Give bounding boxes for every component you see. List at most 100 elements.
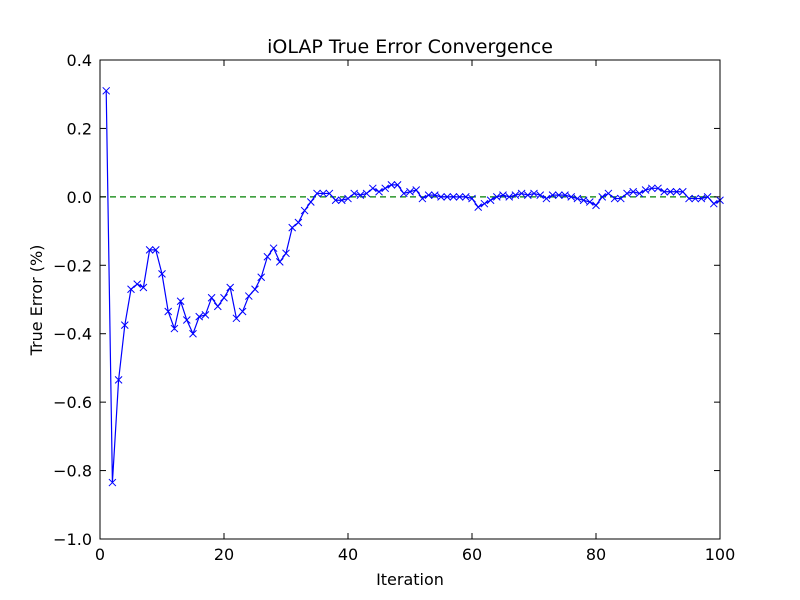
data-point [269, 244, 278, 253]
x-tick-label: 100 [705, 545, 736, 564]
plot-area [99, 59, 724, 540]
data-point [176, 297, 185, 306]
data-point [554, 191, 563, 199]
data-point [189, 329, 197, 338]
data-point [275, 258, 284, 266]
data-point [585, 198, 594, 206]
data-point [313, 189, 321, 198]
plot-frame [99, 59, 721, 540]
data-point [164, 307, 173, 316]
data-point [232, 314, 241, 323]
x-tick-label: 60 [462, 545, 482, 564]
data-point [461, 193, 470, 201]
data-point [511, 191, 520, 199]
data-point [114, 376, 123, 384]
data-point [406, 187, 414, 196]
series-line [105, 90, 721, 483]
data-point [468, 194, 476, 203]
data-point [530, 189, 538, 198]
data-point [300, 206, 309, 215]
data-point [561, 191, 569, 199]
y-tick-label: 0.0 [67, 188, 92, 207]
data-point [709, 199, 718, 208]
data-point [579, 196, 588, 205]
data-point [548, 191, 557, 199]
data-point [567, 193, 576, 201]
data-point [443, 193, 452, 201]
data-point [127, 285, 135, 294]
data-point [288, 223, 297, 232]
data-point [424, 191, 433, 199]
y-tick-label: −1.0 [53, 530, 92, 549]
x-axis: 0 20 40 60 80 100 [95, 60, 735, 564]
data-point [505, 193, 514, 201]
data-point [319, 189, 328, 198]
x-tick-label: 0 [95, 545, 105, 564]
data-point [282, 249, 290, 258]
data-point [213, 302, 222, 311]
x-tick-label: 80 [586, 545, 606, 564]
data-point [170, 324, 179, 333]
data-point [294, 218, 303, 227]
data-point [151, 246, 160, 254]
data-point [331, 196, 340, 205]
data-point [499, 191, 507, 199]
data-point [344, 194, 352, 203]
data-point [573, 194, 582, 203]
data-point [660, 187, 669, 196]
data-point [381, 184, 390, 193]
data-point [337, 196, 346, 205]
data-point [604, 189, 613, 198]
data-point [399, 189, 408, 198]
y-tick-label: 0.4 [67, 51, 92, 70]
data-point [257, 273, 266, 282]
data-point [455, 193, 464, 201]
data-point [220, 293, 228, 302]
data-point [598, 193, 607, 201]
data-point [368, 184, 377, 193]
data-point [635, 189, 644, 198]
data-point [492, 193, 501, 201]
x-axis-label: Iteration [376, 570, 444, 589]
y-tick-label: −0.4 [53, 325, 92, 344]
data-point [592, 201, 600, 210]
data-point [629, 187, 638, 196]
data-point [195, 312, 204, 321]
data-point [542, 194, 551, 203]
data-point [610, 194, 619, 203]
data-point [306, 198, 315, 206]
data-point [536, 191, 545, 199]
chart-title: iOLAP True Error Convergence [267, 36, 553, 58]
data-point [703, 193, 712, 201]
data-point [437, 193, 445, 201]
data-point [480, 199, 489, 208]
data-point [678, 187, 687, 196]
x-tick-label: 20 [214, 545, 234, 564]
data-point [120, 321, 129, 330]
y-tick-label: −0.2 [53, 256, 92, 275]
y-tick-label: −0.6 [53, 393, 92, 412]
data-point [244, 292, 253, 300]
data-point [616, 194, 625, 203]
data-point [523, 191, 532, 199]
data-point [654, 184, 662, 193]
data-point [517, 189, 526, 198]
data-point [158, 269, 166, 278]
data-point [641, 186, 650, 194]
data-point [430, 191, 439, 199]
data-point [474, 203, 483, 211]
data-point [350, 189, 359, 198]
data-point [238, 307, 247, 316]
y-tick-label: 0.2 [67, 119, 92, 138]
data-point [133, 280, 142, 288]
data-point [486, 196, 495, 205]
data-point [182, 316, 191, 324]
data-point [263, 252, 272, 261]
data-point [325, 189, 334, 198]
data-point [356, 191, 365, 199]
y-axis-label: True Error (%) [27, 245, 46, 357]
y-axis: −1.0 −0.8 −0.6 −0.4 −0.2 0.0 0.2 0.4 [53, 51, 720, 549]
data-point [226, 283, 235, 292]
data-point [697, 194, 706, 203]
